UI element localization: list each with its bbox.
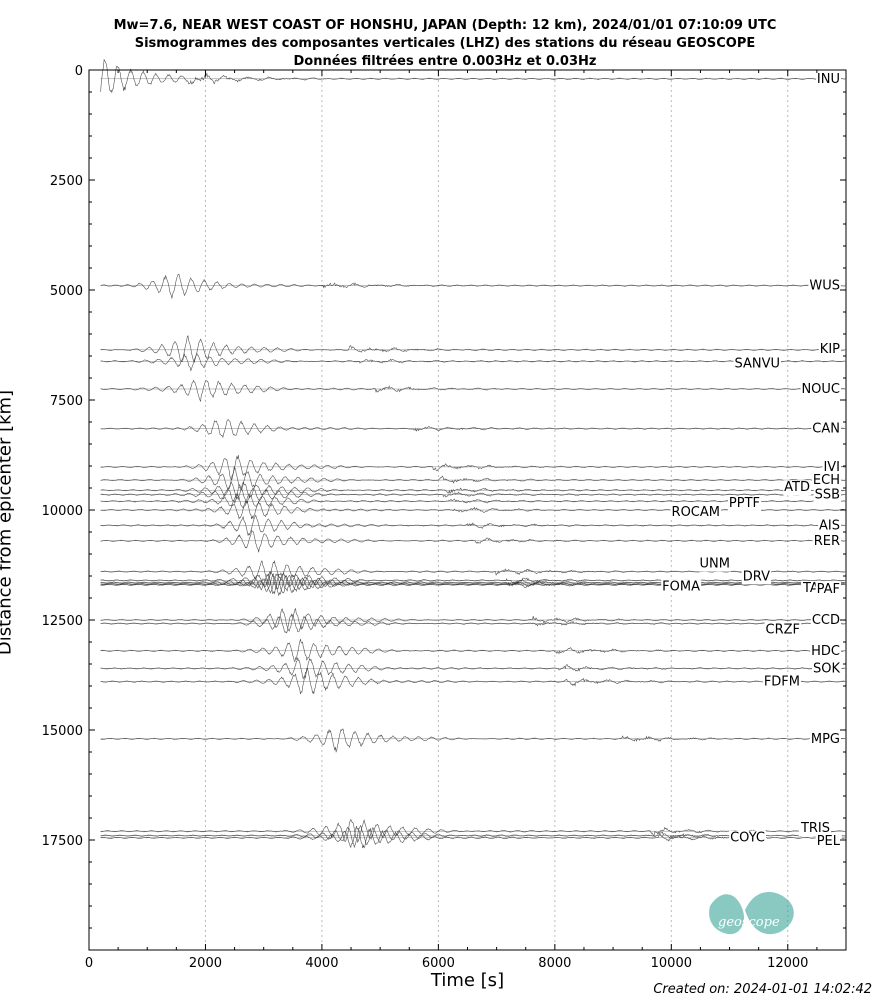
station-label-ccd: CCD <box>812 613 840 628</box>
station-label-bg-can <box>811 421 841 437</box>
station-label-foma: FOMA <box>662 580 700 595</box>
station-label-ais: AIS <box>819 518 840 533</box>
station-label-bg-fdfm <box>762 674 801 690</box>
trace-ivi <box>100 455 845 481</box>
station-label-coyc: COYC <box>730 831 765 846</box>
title-line-3: Données filtrées entre 0.003Hz et 0.03Hz <box>293 54 597 69</box>
station-label-ssb: SSB <box>815 488 840 503</box>
trace-sanvu <box>100 353 845 372</box>
trace-fdfm <box>100 667 845 695</box>
station-label-tris: TRIS <box>800 821 830 836</box>
y-tick-label-5000: 5000 <box>50 284 83 299</box>
station-label-rocam: ROCAM <box>672 505 720 520</box>
station-label-bg-tris <box>798 821 831 837</box>
trace-drv <box>100 569 845 590</box>
station-label-bg-kip <box>818 341 842 357</box>
trace-nouc <box>100 379 845 403</box>
y-tick-label-15000: 15000 <box>42 724 83 739</box>
station-label-pel: PEL <box>817 834 841 849</box>
station-label-atd: ATD <box>784 480 810 495</box>
trace-ech <box>100 465 845 491</box>
station-label-sanvu: SANVU <box>734 356 780 371</box>
station-label-bg-wus <box>808 278 841 294</box>
x-tick-label-2000: 2000 <box>189 956 222 971</box>
x-tick-label-8000: 8000 <box>538 956 571 971</box>
trace-hdc <box>100 638 845 663</box>
station-label-bg-sok <box>811 661 842 677</box>
station-label-mpg: MPG <box>811 732 840 747</box>
title-line-1: Mw=7.6, NEAR WEST COAST OF HONSHU, JAPAN… <box>113 18 777 33</box>
station-label-ivi: IVI <box>823 460 840 475</box>
station-label-bg-paf <box>815 581 841 597</box>
trace-wus <box>100 273 845 299</box>
seismogram-traces <box>100 58 846 849</box>
chart-title: Mw=7.6, NEAR WEST COAST OF HONSHU, JAPAN… <box>0 17 890 71</box>
x-tick-label-12000: 12000 <box>767 956 808 971</box>
station-label-pptf: PPTF <box>729 496 760 511</box>
station-label-bg-foma <box>661 579 702 595</box>
station-label-kip: KIP <box>820 342 840 357</box>
y-tick-label-17500: 17500 <box>42 834 83 849</box>
station-label-bg-nouc <box>800 382 841 397</box>
trace-inu <box>100 58 845 93</box>
station-label-fdfm: FDFM <box>764 675 800 690</box>
station-label-bg-rer <box>812 533 841 549</box>
station-label-ech: ECH <box>813 473 840 488</box>
trace-mpg <box>100 728 845 753</box>
title-line-2: Sismogrammes des composantes verticales … <box>134 36 756 51</box>
trace-sok <box>100 657 845 680</box>
station-label-drv: DRV <box>743 569 770 584</box>
station-label-bg-ivi <box>822 459 841 475</box>
station-label-bg-ssb <box>813 487 841 503</box>
created-timestamp: Created on: 2024-01-01 14:02:42 <box>653 982 872 997</box>
station-label-bg-unm <box>698 556 731 572</box>
x-tick-label-4000: 4000 <box>305 956 338 971</box>
axes: 0 2000 4000 6000 8000 10000 12000 0 2500 5000 7500… <box>42 64 847 971</box>
station-label-bg-ais <box>818 518 841 534</box>
station-label-bg-inu <box>815 71 841 87</box>
trace-tam <box>100 573 845 594</box>
station-label-bg-hdc <box>810 643 841 659</box>
station-label-can: CAN <box>812 422 840 437</box>
y-tick-label-2500: 2500 <box>50 174 83 189</box>
station-label-bg-pel <box>815 833 842 849</box>
geoscope-logo: geoscope <box>709 891 794 935</box>
y-tick-label-7500: 7500 <box>50 394 83 409</box>
station-label-bg-coyc <box>729 830 766 846</box>
y-tick-label-12500: 12500 <box>42 614 83 629</box>
station-label-bg-pptf <box>727 496 761 512</box>
station-label-paf: PAF <box>817 582 840 597</box>
trace-kip <box>100 335 845 364</box>
logo-text: geoscope <box>718 915 780 930</box>
x-axis-label: Time [s] <box>430 970 505 991</box>
station-label-bg-ech <box>811 473 841 489</box>
x-tick-label-6000: 6000 <box>422 956 455 971</box>
y-tick-label-0: 0 <box>75 64 83 79</box>
station-label-rer: RER <box>814 534 840 549</box>
trace-rer <box>100 529 845 553</box>
station-label-bg-mpg <box>809 731 841 747</box>
y-tick-label-10000: 10000 <box>42 504 83 519</box>
station-label-bg-rocam <box>670 505 721 520</box>
x-tick-label-10000: 10000 <box>651 956 692 971</box>
station-label-bg-ccd <box>810 613 841 628</box>
station-label-wus: WUS <box>809 279 840 294</box>
station-label-bg-sanvu <box>733 356 781 372</box>
station-label-inu: INU <box>817 72 840 87</box>
station-label-unm: UNM <box>700 557 730 572</box>
station-label-nouc: NOUC <box>801 382 840 397</box>
station-label-sok: SOK <box>813 661 840 676</box>
station-label-bg-crzf <box>764 622 801 638</box>
station-label-bg-atd <box>783 480 811 496</box>
station-label-hdc: HDC <box>811 644 840 659</box>
station-label-crzf: CRZF <box>766 623 801 638</box>
station-label-bg-drv <box>741 569 772 585</box>
x-tick-label-0: 0 <box>85 956 93 971</box>
